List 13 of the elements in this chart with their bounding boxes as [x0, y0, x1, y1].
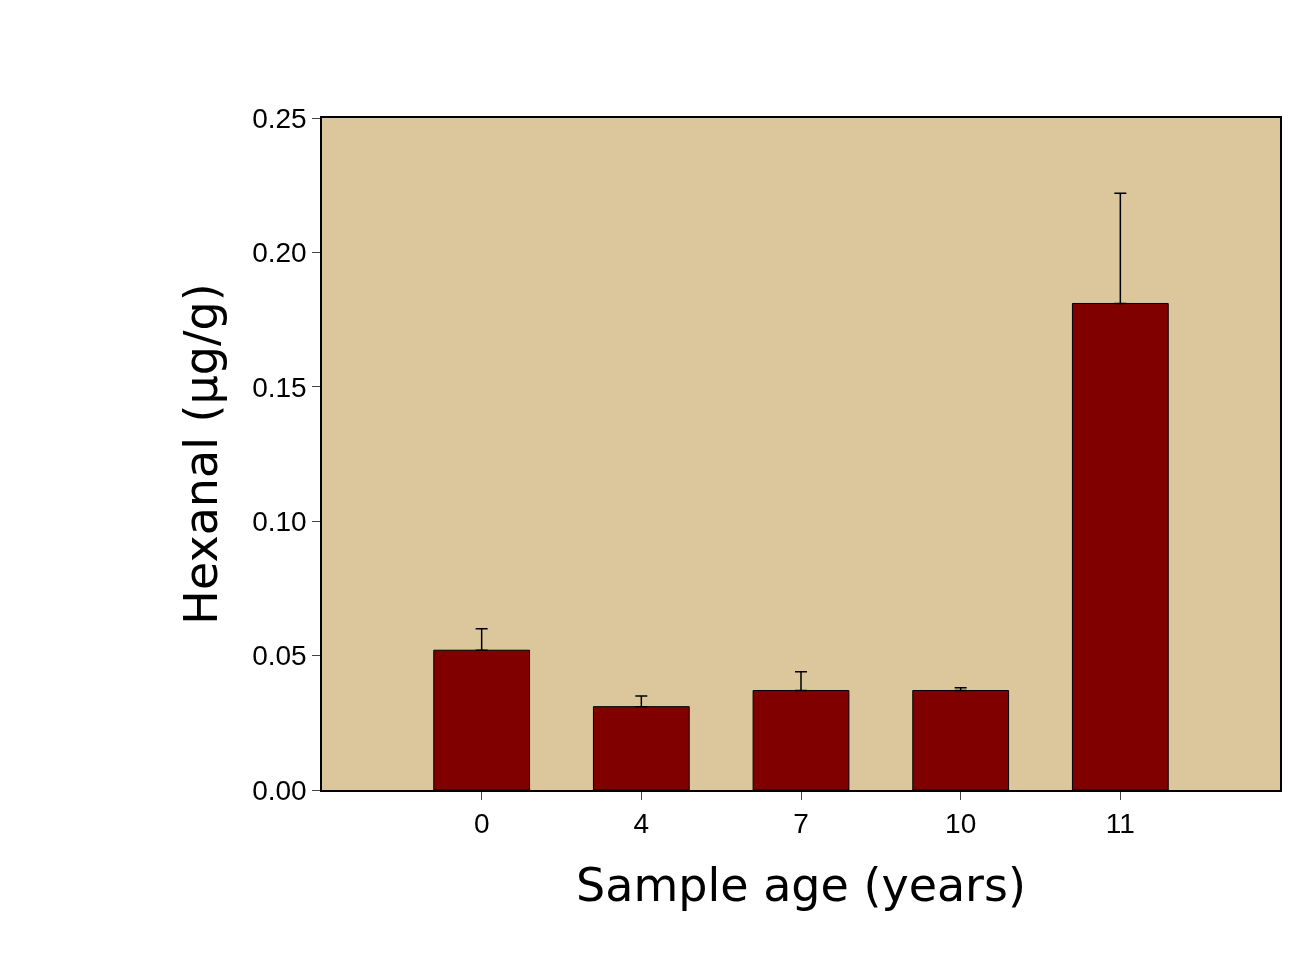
x-tick-label: 4: [633, 808, 650, 840]
y-tick-label: 0.25: [252, 102, 307, 134]
y-tick-label: 0.10: [252, 506, 307, 537]
x-tick-label: 10: [945, 808, 977, 840]
x-axis-title: Sample age (years): [576, 857, 1026, 912]
x-tick-label: 11: [1105, 808, 1135, 840]
y-tick-label: 0.15: [252, 371, 307, 403]
y-tick-label: 0.05: [252, 640, 307, 672]
y-tick-label: 0.20: [252, 237, 307, 269]
y-axis-title: Hexanal (µg/g): [174, 283, 229, 625]
y-tick-label: 0.00: [252, 774, 307, 806]
x-tick-label: 0: [473, 808, 490, 840]
x-tick-label: 7: [793, 808, 809, 840]
